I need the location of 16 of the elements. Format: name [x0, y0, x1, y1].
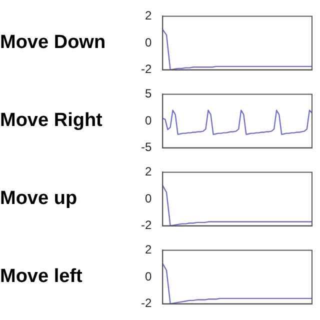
- y-tick-label: 0: [144, 35, 152, 50]
- text: Move Down: [0, 32, 107, 54]
- text: Move up: [0, 188, 78, 210]
- y-tick-label: -2: [141, 62, 152, 76]
- y-tick-label: 5: [144, 86, 152, 101]
- y-tick-label: 0: [144, 113, 152, 128]
- y-tick-label: -2: [141, 218, 152, 232]
- y-tick-label: 2: [144, 8, 152, 23]
- y-tick-label: 0: [144, 191, 152, 206]
- text: Move left: [0, 266, 84, 288]
- y-tick-label: 2: [144, 242, 152, 257]
- text: Move Right: [0, 110, 104, 132]
- y-tick-label: -5: [141, 140, 152, 154]
- y-tick-label: 2: [144, 164, 152, 179]
- y-tick-label: -2: [141, 296, 152, 310]
- y-tick-label: 0: [144, 269, 152, 284]
